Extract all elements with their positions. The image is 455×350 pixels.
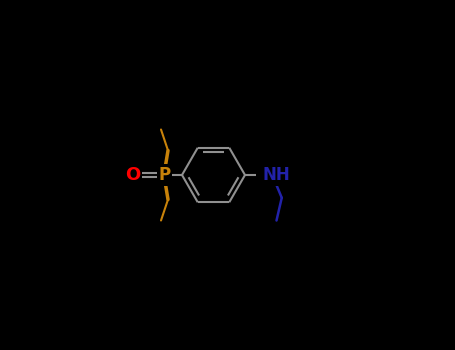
Text: P: P <box>158 166 171 184</box>
Text: NH: NH <box>263 166 290 184</box>
Text: O: O <box>126 166 141 184</box>
